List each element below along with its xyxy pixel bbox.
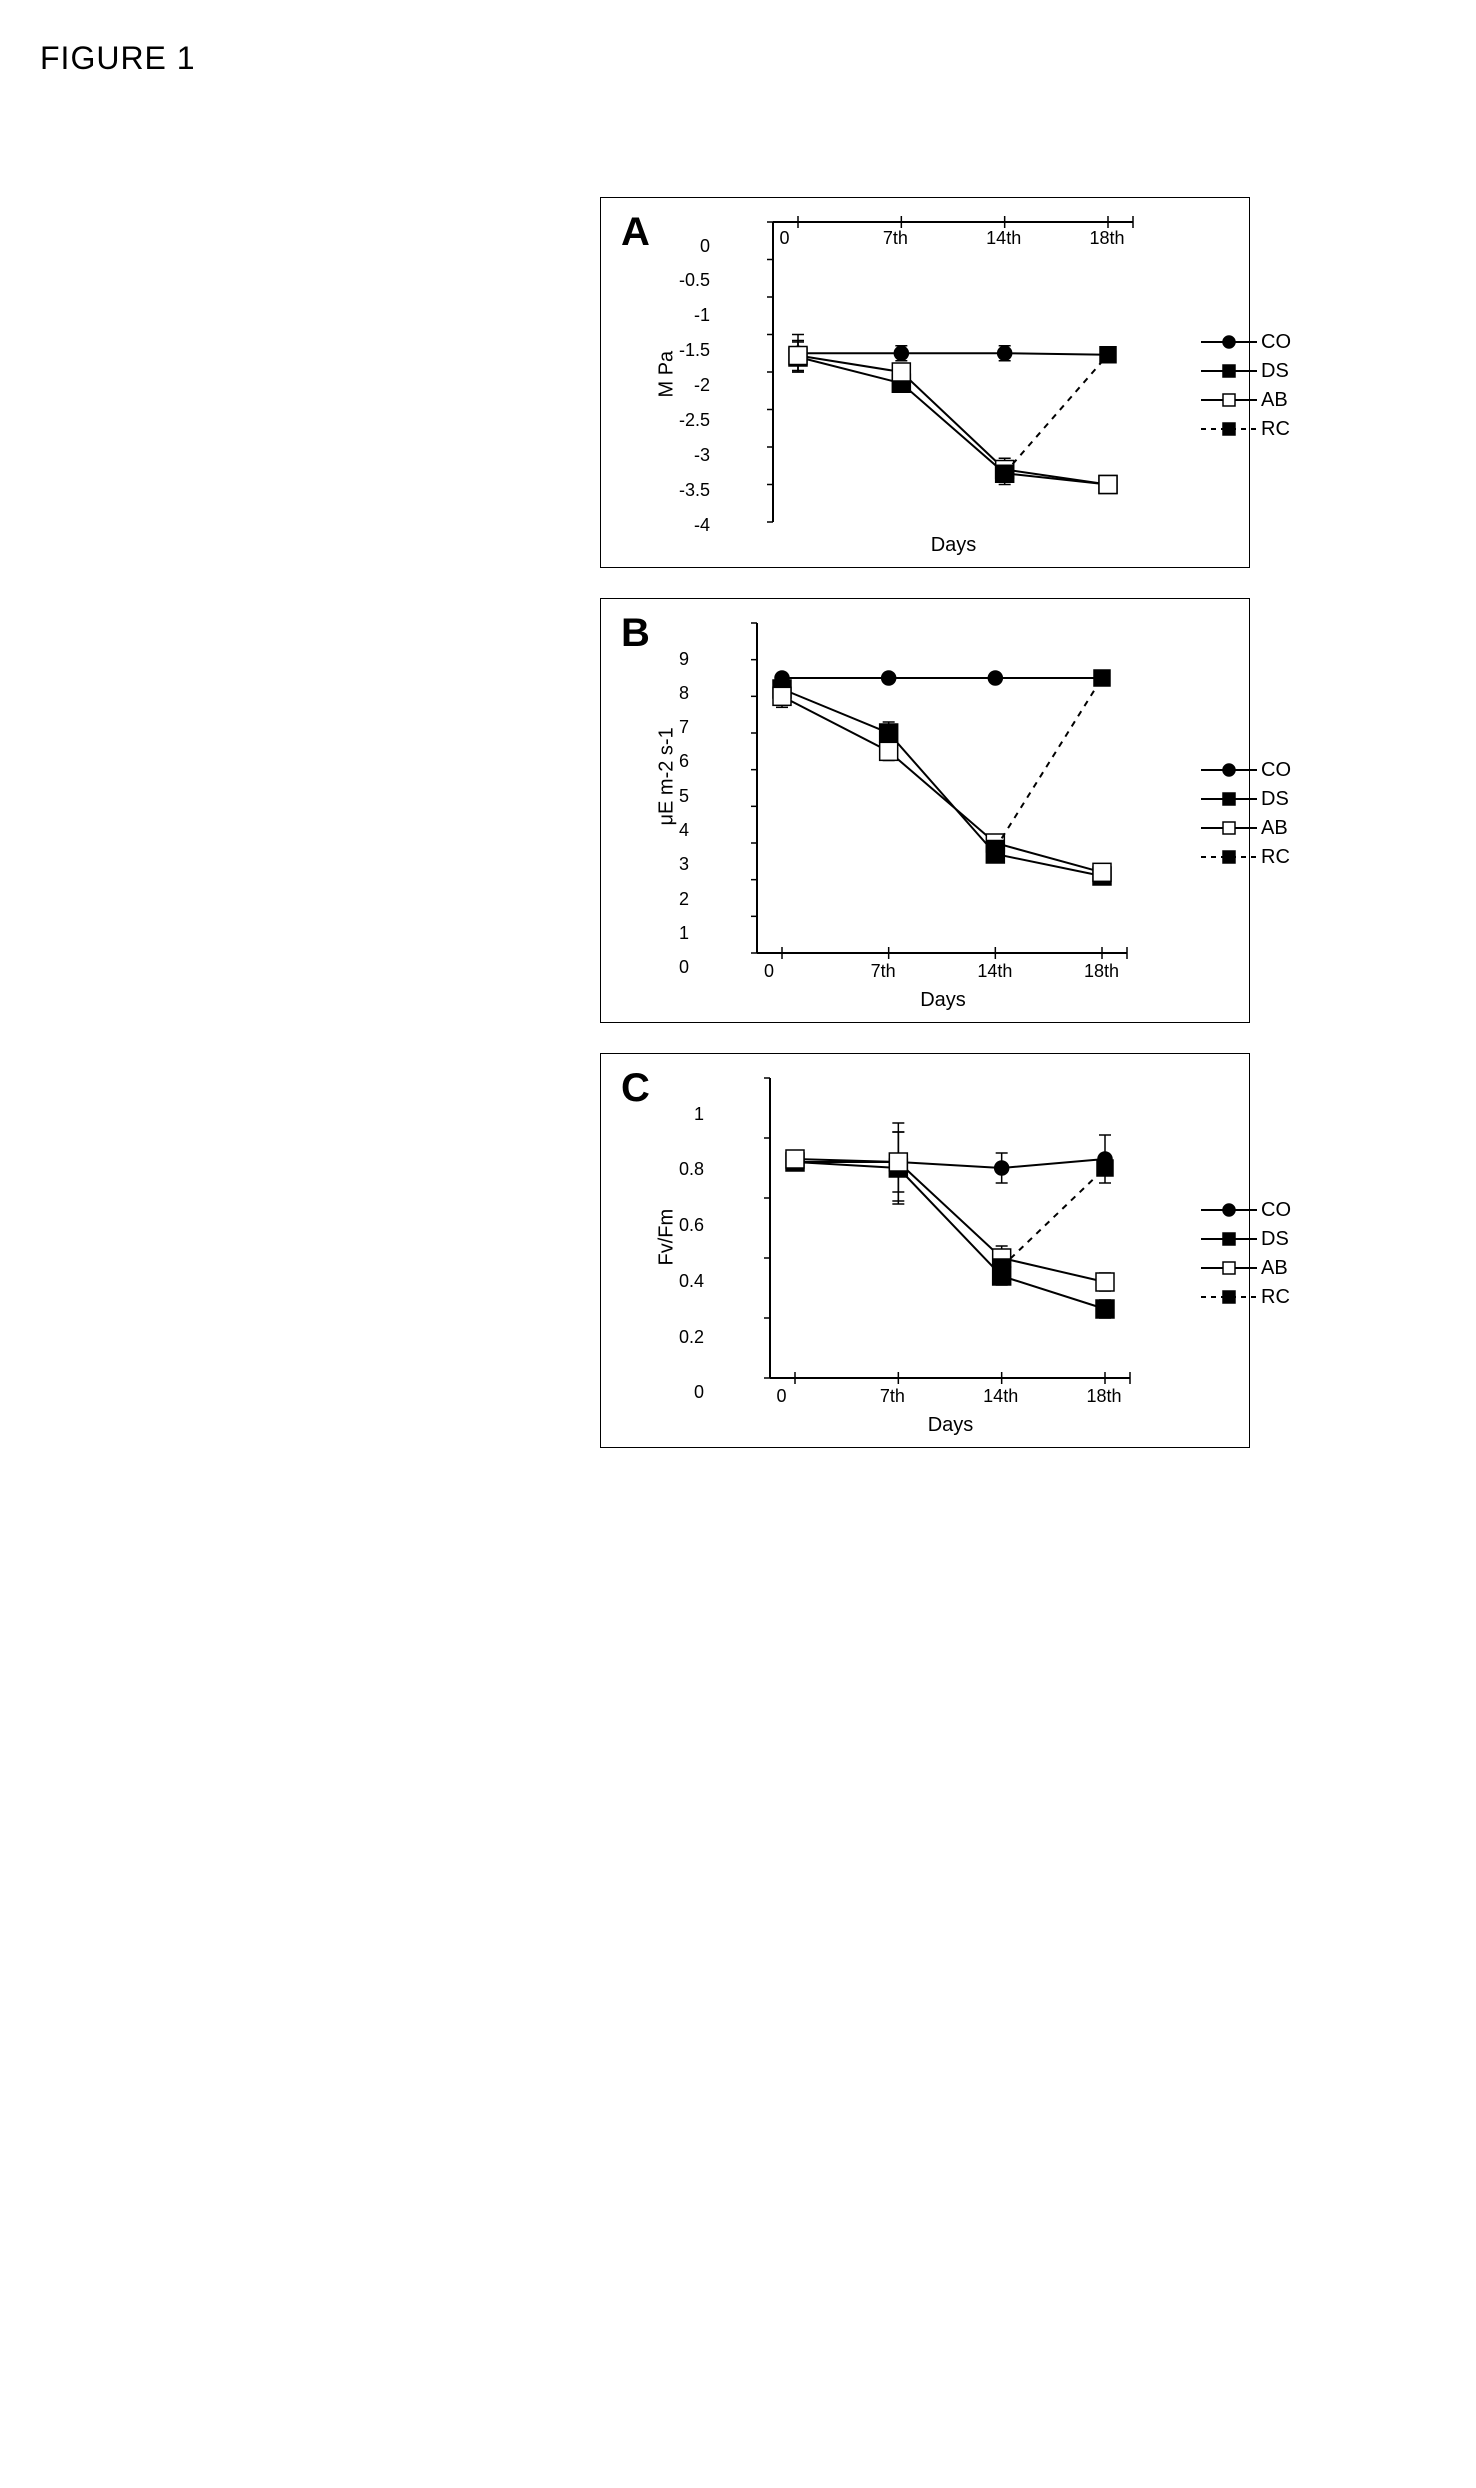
panel-letter: B	[621, 611, 650, 656]
y-tick-label: 0	[679, 957, 689, 978]
legend-swatch	[1201, 1286, 1257, 1308]
y-tick-label: 8	[679, 683, 689, 704]
panels-container: AM Pa0-0.5-1-1.5-2-2.5-3-3.5-407th14th18…	[600, 197, 1250, 1448]
legend-swatch	[1201, 846, 1257, 868]
y-tick-labels: 1 0.8 0.6 0.4 0.2 0	[679, 1104, 708, 1404]
legend-label: CO	[1261, 1199, 1291, 1222]
x-tick-label: 0	[780, 228, 790, 249]
x-tick-label: 7th	[883, 228, 908, 249]
y-tick-labels: 9 8 7 6 5 4 3 2 1 0	[679, 649, 693, 979]
legend-label: DS	[1261, 360, 1289, 383]
y-tick-label: 2	[679, 889, 689, 910]
x-tick-labels: 0 7th 14th 18th	[765, 228, 1143, 252]
y-tick-label: 1	[679, 923, 689, 944]
legend-swatch	[1201, 1199, 1257, 1221]
x-tick-label: 7th	[880, 1386, 905, 1407]
x-tick-label: 18th	[1087, 1386, 1122, 1407]
y-tick-label: 0.6	[679, 1215, 704, 1236]
y-tick-label: -2	[694, 375, 710, 396]
legend-item: AB	[1201, 1257, 1291, 1280]
legend-label: AB	[1261, 1257, 1288, 1280]
panel-letter: A	[621, 210, 650, 255]
y-tick-label: 0.4	[679, 1271, 704, 1292]
y-tick-label: 6	[679, 751, 689, 772]
legend-item: DS	[1201, 360, 1291, 383]
legend-item: AB	[1201, 817, 1291, 840]
y-tick-label: 9	[679, 649, 689, 670]
y-tick-label: -3	[694, 445, 710, 466]
y-axis-label: Fv/Fm	[656, 1242, 679, 1266]
chart-plot	[749, 615, 1137, 961]
x-tick-label: 0	[777, 1386, 787, 1407]
y-tick-label: -4	[694, 515, 710, 536]
y-tick-label: 4	[679, 820, 689, 841]
x-axis-label: Days	[762, 1414, 1140, 1437]
legend-swatch	[1201, 389, 1257, 411]
x-tick-label: 7th	[871, 961, 896, 982]
x-tick-label: 14th	[983, 1386, 1018, 1407]
x-tick-label: 14th	[986, 228, 1021, 249]
panel-a: A M Pa 0 -0.5 -1 -1.5 -2 -2.5 -3 -3.5 -4 0 7th 14th 18…	[600, 197, 1250, 568]
legend-label: CO	[1261, 331, 1291, 354]
y-tick-labels: 0 -0.5 -1 -1.5 -2 -2.5 -3 -3.5 -4	[679, 236, 714, 536]
x-axis-label: Days	[749, 989, 1137, 1012]
y-tick-label: -1	[694, 305, 710, 326]
legend-label: AB	[1261, 389, 1288, 412]
y-tick-label: -3.5	[679, 480, 710, 501]
y-tick-label: 0	[700, 236, 710, 257]
x-tick-labels: 0 7th 14th 18th	[762, 1386, 1140, 1410]
y-axis-label: μE m-2 s-1	[656, 802, 679, 826]
y-tick-label: 0	[694, 1382, 704, 1403]
legend-label: AB	[1261, 817, 1288, 840]
y-tick-label: -2.5	[679, 410, 710, 431]
legend-label: RC	[1261, 418, 1290, 441]
panel-c: CFv/Fm10.80.60.40.2007th14th18thDaysCODS…	[600, 1053, 1250, 1448]
legend-swatch	[1201, 759, 1257, 781]
y-tick-label: 0.2	[679, 1327, 704, 1348]
legend-swatch	[1201, 1228, 1257, 1250]
legend-item: DS	[1201, 1228, 1291, 1251]
y-tick-label: 0.8	[679, 1159, 704, 1180]
x-tick-label: 14th	[977, 961, 1012, 982]
panel-b: BμE m-2 s-1987654321007th14th18thDaysCOD…	[600, 598, 1250, 1023]
legend-item: CO	[1201, 1199, 1291, 1222]
chart-plot	[765, 214, 1143, 530]
y-tick-label: -0.5	[679, 270, 710, 291]
legend-item: RC	[1201, 1286, 1291, 1309]
legend: CO DS AB RC	[1201, 325, 1291, 447]
legend-swatch	[1201, 331, 1257, 353]
x-tick-label: 18th	[1084, 961, 1119, 982]
chart-plot	[762, 1070, 1140, 1386]
x-tick-label: 0	[764, 961, 774, 982]
legend-item: CO	[1201, 759, 1291, 782]
figure-title: FIGURE 1	[40, 40, 1436, 77]
legend-label: RC	[1261, 846, 1290, 869]
legend-item: RC	[1201, 846, 1291, 869]
legend-item: CO	[1201, 331, 1291, 354]
y-tick-label: -1.5	[679, 340, 710, 361]
legend-item: RC	[1201, 418, 1291, 441]
y-tick-label: 1	[694, 1104, 704, 1125]
legend-swatch	[1201, 788, 1257, 810]
x-tick-labels: 0 7th 14th 18th	[749, 961, 1137, 985]
legend-swatch	[1201, 418, 1257, 440]
y-tick-label: 7	[679, 717, 689, 738]
y-tick-label: 5	[679, 786, 689, 807]
y-axis-label: M Pa	[656, 374, 679, 398]
legend-swatch	[1201, 1257, 1257, 1279]
legend-item: DS	[1201, 788, 1291, 811]
x-axis-label: Days	[765, 534, 1143, 557]
x-tick-label: 18th	[1090, 228, 1125, 249]
legend: CO DS AB RC	[1201, 1193, 1291, 1315]
legend: CO DS AB RC	[1201, 753, 1291, 875]
legend-item: AB	[1201, 389, 1291, 412]
legend-label: DS	[1261, 1228, 1289, 1251]
legend-label: CO	[1261, 759, 1291, 782]
y-tick-label: 3	[679, 854, 689, 875]
legend-label: DS	[1261, 788, 1289, 811]
legend-swatch	[1201, 817, 1257, 839]
panel-letter: C	[621, 1066, 650, 1111]
legend-label: RC	[1261, 1286, 1290, 1309]
legend-swatch	[1201, 360, 1257, 382]
